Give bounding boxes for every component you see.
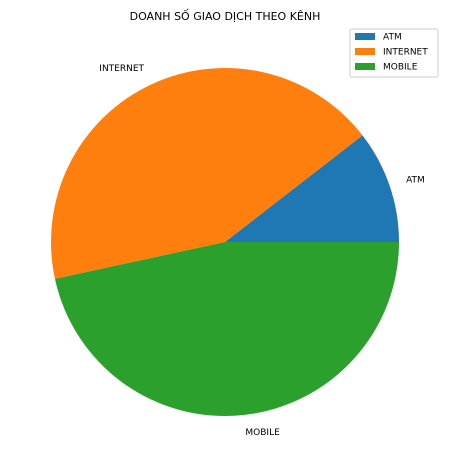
pie-slice-atm: [225, 135, 399, 242]
pie-slice-mobile: [54, 242, 399, 416]
chart-legend: ATM INTERNET MOBILE: [349, 28, 439, 78]
legend-label-mobile: MOBILE: [383, 63, 418, 73]
legend-swatch-mobile: [355, 63, 375, 70]
pie-slices: [51, 68, 399, 416]
legend-swatch-internet: [355, 48, 375, 55]
legend-label-atm: ATM: [383, 33, 402, 43]
pie-slice-labels: ATM INTERNET MOBILE: [99, 64, 425, 438]
chart-title: DOANH SỐ GIAO DỊCH THEO KÊNH: [130, 9, 321, 23]
legend-label-internet: INTERNET: [383, 48, 428, 58]
pie-slice-internet: [51, 68, 363, 279]
slice-label-internet: INTERNET: [99, 64, 144, 74]
legend-swatch-atm: [355, 33, 375, 40]
slice-label-mobile: MOBILE: [245, 428, 280, 438]
slice-label-atm: ATM: [406, 176, 425, 186]
